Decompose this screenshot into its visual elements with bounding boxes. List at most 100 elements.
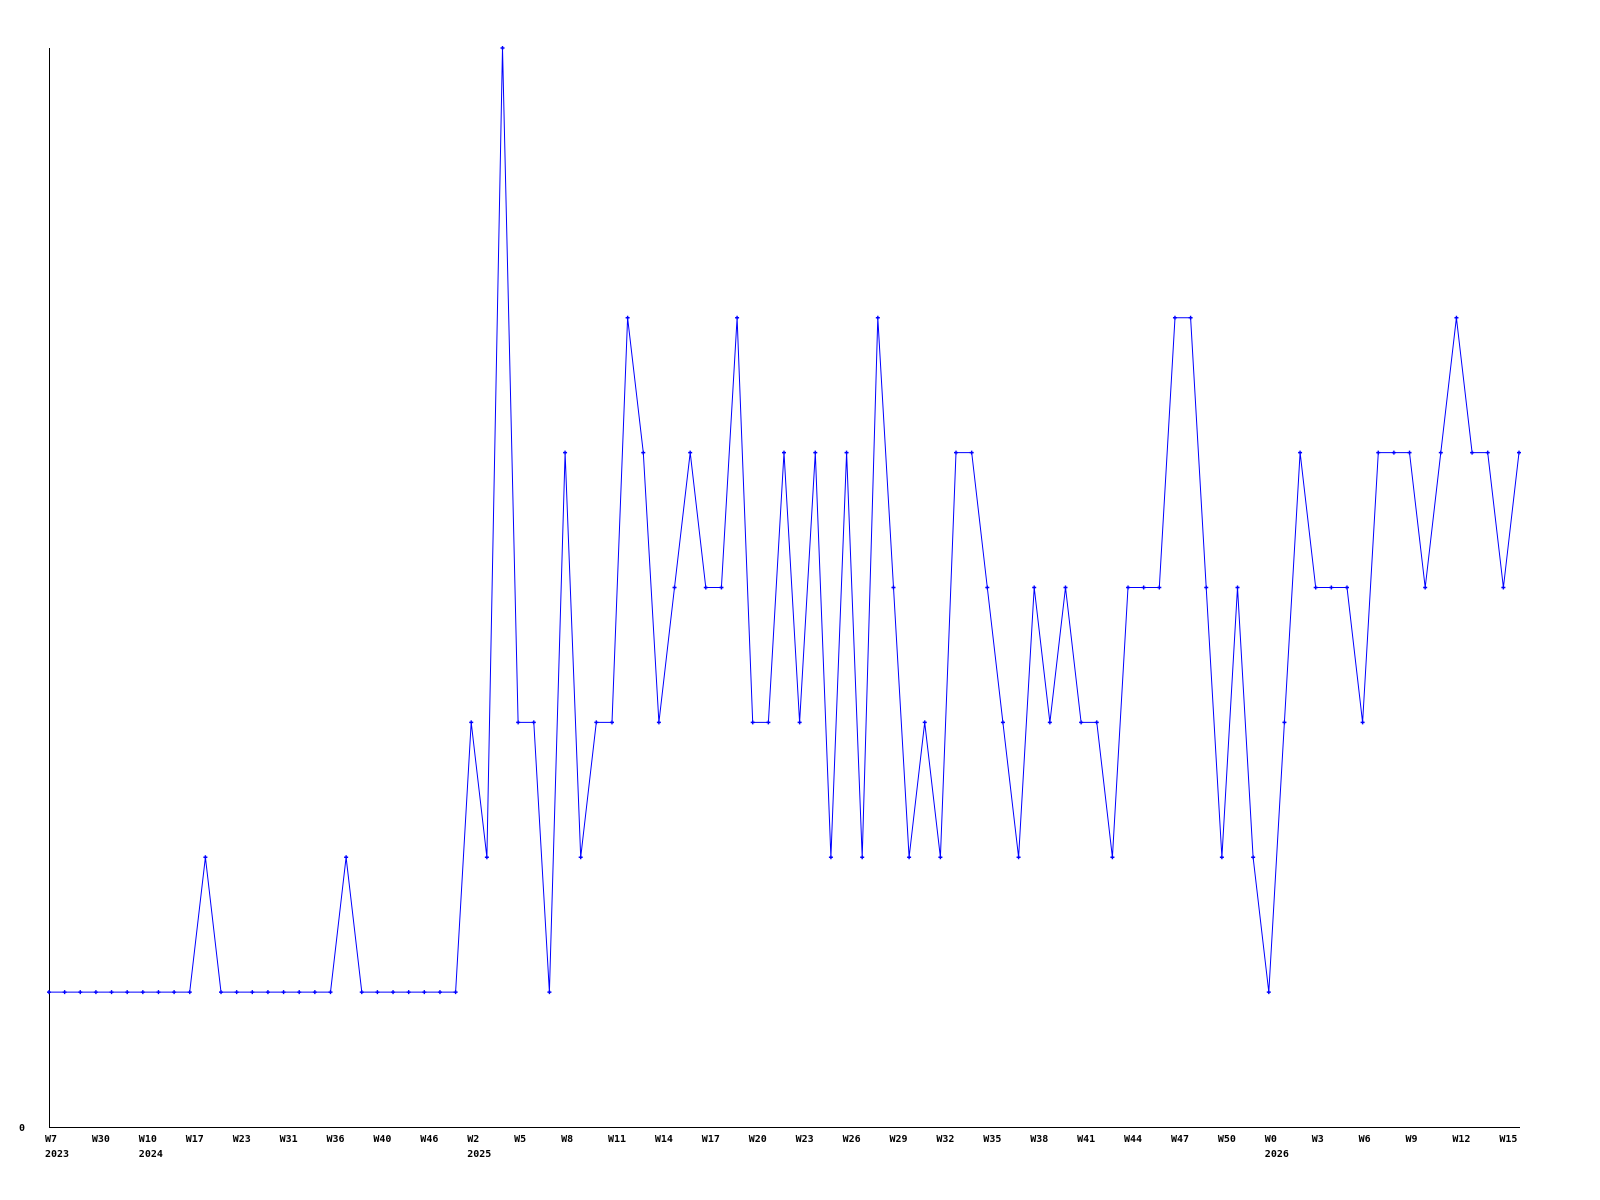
x-tick-labels: W7 2023 W30 W10 2024 W17 W23 W31 W36 W40 W46 W2 2025…: [45, 1134, 1517, 1160]
data-point: [594, 720, 599, 725]
data-point: [1188, 315, 1193, 320]
data-point: [891, 585, 896, 590]
data-point: [954, 450, 959, 455]
data-point: [844, 450, 849, 455]
data-point: [453, 990, 458, 995]
data-point: [828, 855, 833, 860]
data-point: [1313, 585, 1318, 590]
x-tick-label: W5: [514, 1134, 526, 1145]
data-point: [1047, 720, 1052, 725]
y-tick-label: 0: [19, 1123, 25, 1134]
data-point: [1360, 720, 1365, 725]
data-point: [875, 315, 880, 320]
data-point: [1517, 450, 1521, 455]
x-tick-label: W17: [702, 1134, 720, 1145]
data-point: [1204, 585, 1209, 590]
data-point: [391, 990, 396, 995]
data-point: [1000, 720, 1005, 725]
data-point: [1063, 585, 1068, 590]
data-point: [578, 855, 583, 860]
data-point: [109, 990, 114, 995]
data-point: [500, 46, 505, 50]
x-tick-label: W14: [655, 1134, 673, 1145]
x-tick-label: W12: [1452, 1134, 1470, 1145]
x-tick-label: W0: [1265, 1134, 1277, 1145]
data-point: [187, 990, 192, 995]
x-year-label: 2024: [139, 1149, 163, 1160]
x-tick-label: W3: [1312, 1134, 1324, 1145]
series-line: [47, 46, 1521, 995]
x-tick-label: W9: [1406, 1134, 1418, 1145]
x-tick-label: W2: [467, 1134, 479, 1145]
data-point: [78, 990, 83, 995]
data-point: [250, 990, 255, 995]
data-point: [62, 990, 67, 995]
data-point: [719, 585, 724, 590]
data-point: [797, 720, 802, 725]
data-point: [234, 990, 239, 995]
series-polyline: [49, 47, 1520, 993]
data-point: [375, 990, 380, 995]
data-point: [735, 315, 740, 320]
data-point: [750, 720, 755, 725]
data-point: [328, 990, 333, 995]
data-point: [969, 450, 974, 455]
data-point: [422, 990, 427, 995]
data-point: [1438, 450, 1443, 455]
data-point: [563, 450, 568, 455]
data-point: [1094, 720, 1099, 725]
x-tick-label: W7: [45, 1134, 57, 1145]
data-point: [219, 990, 224, 995]
data-point: [437, 990, 442, 995]
data-point: [344, 855, 349, 860]
x-year-label: 2026: [1265, 1149, 1289, 1160]
x-tick-label: W6: [1359, 1134, 1371, 1145]
data-point: [625, 315, 630, 320]
data-point: [1391, 450, 1396, 455]
data-point: [656, 720, 661, 725]
x-tick-label: W41: [1077, 1134, 1095, 1145]
data-point: [203, 855, 208, 860]
data-point: [1376, 450, 1381, 455]
data-point: [1266, 990, 1271, 995]
data-point: [516, 720, 521, 725]
x-tick-label: W50: [1218, 1134, 1236, 1145]
data-point: [672, 585, 677, 590]
x-tick-label: W35: [983, 1134, 1001, 1145]
data-point: [312, 990, 317, 995]
data-point: [93, 990, 98, 995]
data-point: [1454, 315, 1459, 320]
data-point: [1016, 855, 1021, 860]
x-tick-label: W10: [139, 1134, 157, 1145]
data-point: [47, 990, 51, 995]
data-point: [938, 855, 943, 860]
x-tick-label: W31: [280, 1134, 298, 1145]
data-point: [125, 990, 130, 995]
data-point: [688, 450, 693, 455]
x-tick-label: W29: [890, 1134, 908, 1145]
data-point: [703, 585, 708, 590]
x-tick-label: W20: [749, 1134, 767, 1145]
x-tick-label: W17: [186, 1134, 204, 1145]
x-year-label: 2023: [45, 1149, 69, 1160]
data-point: [813, 450, 818, 455]
data-point: [1423, 585, 1428, 590]
data-point: [1126, 585, 1131, 590]
data-point: [860, 855, 865, 860]
data-point: [1344, 585, 1349, 590]
data-point: [907, 855, 912, 860]
x-tick-label: W8: [561, 1134, 573, 1145]
data-point: [1032, 585, 1037, 590]
data-point: [922, 720, 927, 725]
data-point: [547, 990, 552, 995]
data-point: [1219, 855, 1224, 860]
data-point: [281, 990, 286, 995]
x-tick-label: W23: [796, 1134, 814, 1145]
data-point: [297, 990, 302, 995]
x-tick-label: W46: [420, 1134, 438, 1145]
x-tick-label: W32: [936, 1134, 954, 1145]
x-tick-label: W23: [233, 1134, 251, 1145]
data-point: [985, 585, 990, 590]
data-point: [531, 720, 536, 725]
